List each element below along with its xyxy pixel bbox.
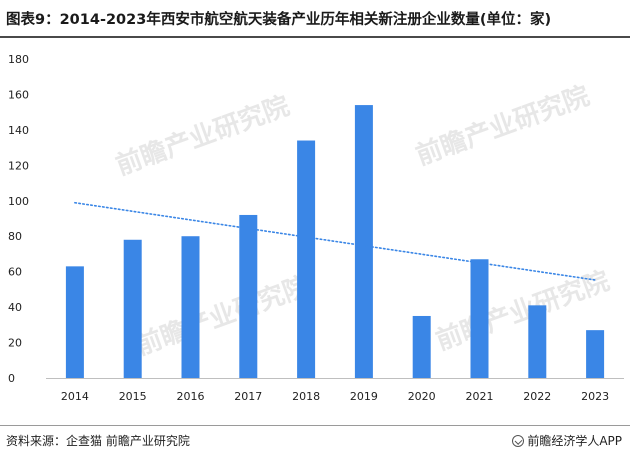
watermark-text: 前瞻产业研究院 xyxy=(412,80,594,171)
bar-2020 xyxy=(412,315,431,378)
x-tick-label: 2015 xyxy=(119,390,147,403)
watermark-text: 前瞻产业研究院 xyxy=(132,270,314,361)
y-tick-label: 160 xyxy=(8,88,29,101)
x-tick-label: 2018 xyxy=(292,390,320,403)
chart-title: 图表9：2014-2023年西安市航空航天装备产业历年相关新注册企业数量(单位：… xyxy=(6,12,552,28)
bar-2015 xyxy=(123,239,142,378)
y-tick-label: 80 xyxy=(8,230,22,243)
x-axis-ticks: 2014 2015 2016 2017 2018 2019 2020 2021 2022 2023 xyxy=(61,390,609,403)
x-tick-label: 2014 xyxy=(61,390,89,403)
bar-2021 xyxy=(470,259,489,378)
y-tick-label: 0 xyxy=(8,372,15,385)
bar-2014 xyxy=(65,266,84,378)
bar-2019 xyxy=(354,105,373,379)
bar-2023 xyxy=(586,330,605,378)
y-tick-label: 180 xyxy=(8,53,29,66)
x-tick-label: 2022 xyxy=(523,390,551,403)
y-tick-label: 60 xyxy=(8,266,22,279)
x-tick-label: 2020 xyxy=(408,390,436,403)
x-tick-label: 2017 xyxy=(234,390,262,403)
x-tick-label: 2021 xyxy=(466,390,494,403)
title-divider xyxy=(0,36,630,38)
bar-2016 xyxy=(181,236,200,378)
y-tick-label: 40 xyxy=(8,301,22,314)
bar-2018 xyxy=(297,140,316,378)
trendline-layer xyxy=(74,201,596,281)
watermark-text: 前瞻产业研究院 xyxy=(112,90,294,181)
bars xyxy=(65,105,605,379)
brand-label: 前瞻经济学人APP xyxy=(512,432,622,449)
footer-divider xyxy=(0,425,630,426)
x-tick-label: 2019 xyxy=(350,390,378,403)
brand-logo-icon xyxy=(512,435,525,447)
y-tick-label: 100 xyxy=(8,195,29,208)
brand-text: 前瞻经济学人APP xyxy=(527,434,622,448)
y-tick-label: 140 xyxy=(8,124,29,137)
y-axis-ticks: 0 20 40 60 80 100 120 140 160 180 xyxy=(8,53,29,385)
bar-2022 xyxy=(528,305,547,378)
trendline xyxy=(74,201,596,281)
source-note: 资料来源：企查猫 前瞻产业研究院 xyxy=(6,434,190,448)
x-tick-label: 2023 xyxy=(581,390,609,403)
x-tick-label: 2016 xyxy=(177,390,205,403)
y-tick-label: 20 xyxy=(8,337,22,350)
bar-2017 xyxy=(239,214,258,378)
y-tick-label: 120 xyxy=(8,159,29,172)
